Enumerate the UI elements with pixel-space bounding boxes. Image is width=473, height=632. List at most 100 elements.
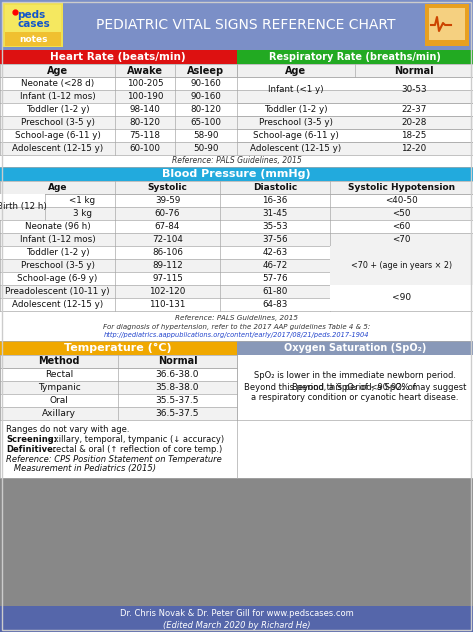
Text: 18-25: 18-25: [401, 131, 427, 140]
Text: Adolescent (12-15 y): Adolescent (12-15 y): [12, 300, 103, 309]
Bar: [330, 285, 473, 311]
Text: 97-115: 97-115: [152, 274, 183, 283]
Text: 37-56: 37-56: [262, 235, 288, 244]
Text: 80-120: 80-120: [191, 105, 221, 114]
Text: 60-76: 60-76: [155, 209, 180, 218]
Text: 46-72: 46-72: [263, 261, 288, 270]
Bar: [0, 167, 473, 181]
Text: 100-190: 100-190: [127, 92, 163, 101]
Text: For diagnosis of hypertension, refer to the 2017 AAP guidelines Table 4 & 5:: For diagnosis of hypertension, refer to …: [103, 324, 370, 330]
Bar: [237, 341, 473, 355]
Text: Diastolic: Diastolic: [253, 183, 297, 192]
Bar: [0, 285, 473, 298]
Text: Reference: CPS Position Statement on Temperature: Reference: CPS Position Statement on Tem…: [6, 454, 222, 463]
Text: 100-205: 100-205: [127, 79, 163, 88]
Text: 3 kg: 3 kg: [73, 209, 92, 218]
Text: Axillary: Axillary: [42, 409, 76, 418]
Text: 36.6-38.0: 36.6-38.0: [156, 370, 199, 379]
Bar: [0, 381, 237, 394]
Bar: [0, 311, 473, 341]
Text: Dr. Chris Novak & Dr. Peter Gill for www.pedscases.com: Dr. Chris Novak & Dr. Peter Gill for www…: [120, 609, 353, 619]
Text: Normal: Normal: [158, 356, 197, 367]
Bar: [425, 4, 469, 46]
Bar: [0, 220, 473, 233]
Text: Systolic: Systolic: [148, 183, 187, 192]
Bar: [0, 155, 473, 167]
Text: Tympanic: Tympanic: [38, 383, 80, 392]
Text: Neonate (<28 d): Neonate (<28 d): [21, 79, 94, 88]
Text: Neonate (96 h): Neonate (96 h): [25, 222, 90, 231]
Bar: [0, 129, 473, 142]
Text: 57-76: 57-76: [262, 274, 288, 283]
Bar: [0, 355, 237, 368]
Bar: [0, 0, 473, 50]
Bar: [0, 394, 237, 407]
Text: Toddler (1-2 y): Toddler (1-2 y): [26, 105, 89, 114]
Text: 16-36: 16-36: [263, 196, 288, 205]
Text: School-age (6-11 y): School-age (6-11 y): [15, 131, 100, 140]
Text: Adolescent (12-15 y): Adolescent (12-15 y): [12, 144, 103, 153]
Text: axillary, temporal, tympanic (↓ accuracy): axillary, temporal, tympanic (↓ accuracy…: [46, 435, 224, 444]
Bar: [0, 606, 473, 632]
Bar: [0, 420, 473, 478]
Text: Systolic Hypotension: Systolic Hypotension: [348, 183, 455, 192]
Text: Measurement in Pediatrics (2015): Measurement in Pediatrics (2015): [6, 465, 156, 473]
Text: <1 kg: <1 kg: [70, 196, 96, 205]
Text: 35-53: 35-53: [262, 222, 288, 231]
Text: notes: notes: [19, 35, 47, 44]
Text: 30-53: 30-53: [401, 85, 427, 95]
Text: Beyond this period, a SpO₂ of: Beyond this period, a SpO₂ of: [292, 382, 418, 391]
Text: Preschool (3-5 y): Preschool (3-5 y): [259, 118, 333, 127]
Text: 67-84: 67-84: [155, 222, 180, 231]
Text: Definitive:: Definitive:: [6, 444, 56, 454]
Text: 90-160: 90-160: [191, 79, 221, 88]
Bar: [0, 298, 473, 311]
Bar: [237, 50, 473, 64]
Text: Oxygen Saturation (SpO₂): Oxygen Saturation (SpO₂): [284, 343, 426, 353]
Text: <60: <60: [392, 222, 411, 231]
Text: Preschool (3-5 y): Preschool (3-5 y): [20, 118, 95, 127]
Text: <50: <50: [392, 209, 411, 218]
Text: 65-100: 65-100: [191, 118, 221, 127]
Text: Adolescent (12-15 y): Adolescent (12-15 y): [250, 144, 342, 153]
Text: Reference: PALS Guidelines, 2015: Reference: PALS Guidelines, 2015: [175, 315, 298, 321]
Text: Preadolescent (10-11 y): Preadolescent (10-11 y): [5, 287, 110, 296]
Text: PEDIATRIC VITAL SIGNS REFERENCE CHART: PEDIATRIC VITAL SIGNS REFERENCE CHART: [96, 18, 396, 32]
Bar: [0, 194, 473, 207]
Text: Temperature (°C): Temperature (°C): [64, 343, 172, 353]
Text: Toddler (1-2 y): Toddler (1-2 y): [26, 248, 89, 257]
Text: 50-90: 50-90: [193, 144, 219, 153]
Bar: [0, 207, 45, 220]
Bar: [3, 3, 63, 47]
Text: Heart Rate (beats/min): Heart Rate (beats/min): [50, 52, 186, 62]
Bar: [0, 142, 473, 155]
Text: <70: <70: [392, 235, 411, 244]
Text: http://pediatrics.aappublications.org/content/early/2017/08/21/peds.2017-1904: http://pediatrics.aappublications.org/co…: [104, 332, 369, 338]
Text: 12-20: 12-20: [402, 144, 427, 153]
Text: 89-112: 89-112: [152, 261, 183, 270]
Text: 80-120: 80-120: [130, 118, 160, 127]
Text: peds: peds: [17, 10, 45, 20]
Text: 39-59: 39-59: [155, 196, 180, 205]
Text: (Edited March 2020 by Richard He): (Edited March 2020 by Richard He): [163, 621, 310, 629]
Text: 110-131: 110-131: [149, 300, 186, 309]
Bar: [0, 50, 237, 64]
Text: 64-83: 64-83: [263, 300, 288, 309]
Text: 60-100: 60-100: [130, 144, 160, 153]
Bar: [0, 246, 473, 259]
Bar: [0, 77, 473, 90]
Bar: [429, 8, 465, 40]
Text: 31-45: 31-45: [263, 209, 288, 218]
Text: Preschool (3-5 y): Preschool (3-5 y): [20, 261, 95, 270]
Text: 22-37: 22-37: [401, 105, 427, 114]
Bar: [0, 259, 473, 272]
Text: Infant (1-12 mos): Infant (1-12 mos): [19, 235, 96, 244]
Text: <90: <90: [392, 293, 411, 303]
Bar: [0, 194, 45, 220]
Text: <40-50: <40-50: [385, 196, 418, 205]
Text: 90-160: 90-160: [191, 92, 221, 101]
Bar: [330, 246, 473, 285]
Text: Asleep: Asleep: [187, 66, 225, 75]
Text: a respiratory condition or cyanotic heart disease.: a respiratory condition or cyanotic hear…: [251, 394, 459, 403]
Text: SpO₂ is lower in the immediate newborn period.: SpO₂ is lower in the immediate newborn p…: [254, 372, 456, 380]
